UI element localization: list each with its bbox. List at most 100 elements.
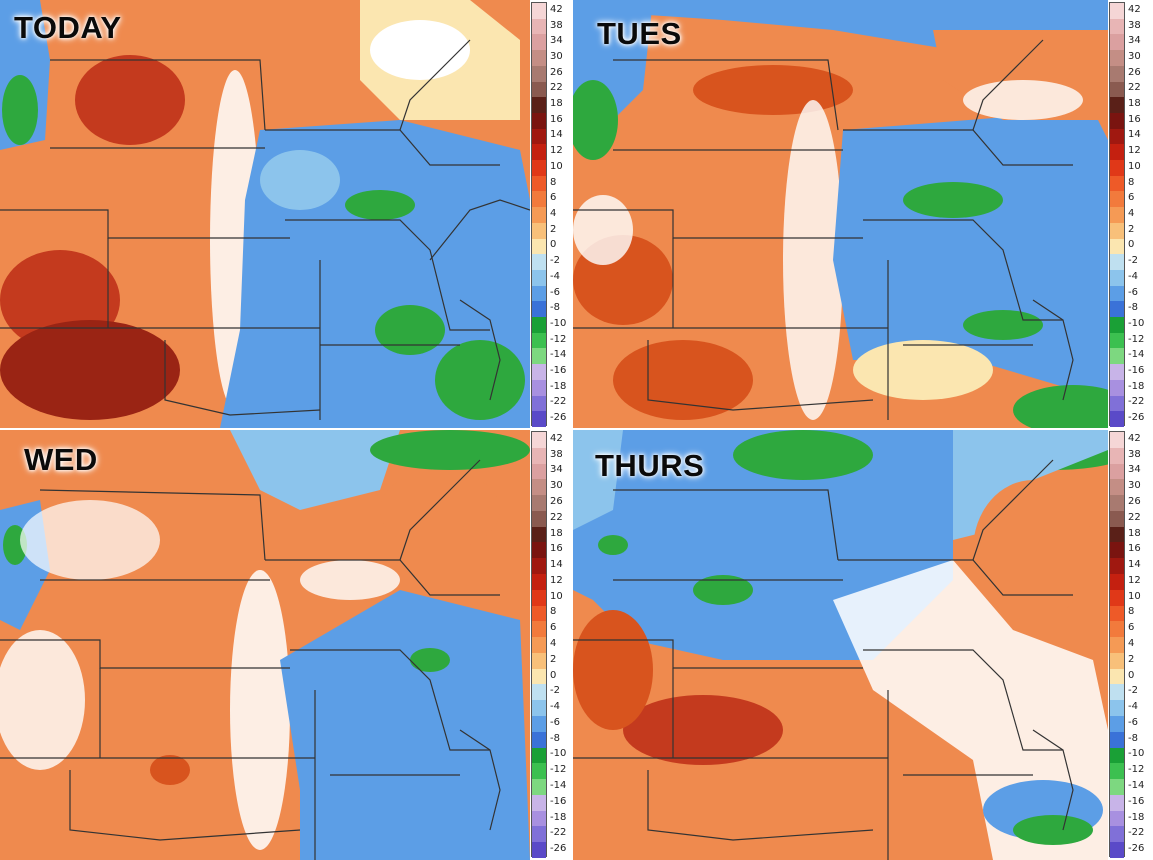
colorbar-tick-label: 12 bbox=[550, 145, 563, 157]
colorbar-segment bbox=[1110, 526, 1124, 543]
colorbar-tick-label: 4 bbox=[1128, 208, 1135, 219]
colorbar-tick-label: -16 bbox=[550, 795, 567, 807]
panel-title-thurs: THURS bbox=[595, 448, 705, 483]
colorbar-segment bbox=[532, 175, 546, 192]
colorbar-tick-label: 16 bbox=[1128, 113, 1141, 125]
colorbar-tick-label: 10 bbox=[1128, 590, 1141, 602]
colorbar-tick-label: 2 bbox=[1128, 653, 1135, 665]
colorbar-tick-label: 2 bbox=[550, 653, 557, 665]
colorbar-tick-label: 30 bbox=[1128, 480, 1141, 492]
colorbar-bottom-left: 42 38 34 30 26 22 18 16 14 12 10 8 6 4 2 0 -2 -4 -6 -8 -10 -1… bbox=[531, 431, 566, 859]
panel-title-tues: TUES bbox=[597, 16, 682, 51]
colorbar-segment bbox=[532, 589, 546, 607]
colorbar-segment bbox=[532, 794, 546, 812]
colorbar-segment bbox=[1110, 605, 1124, 622]
colorbar-segment bbox=[532, 684, 546, 701]
colorbar-segment bbox=[532, 332, 546, 349]
colorbar-tick-label: -14 bbox=[550, 349, 567, 361]
colorbar-segment bbox=[532, 432, 546, 449]
colorbar-tick-label: 22 bbox=[550, 511, 563, 523]
colorbar-segment bbox=[1110, 81, 1124, 98]
colorbar-segment bbox=[1110, 637, 1124, 654]
colorbar-segment bbox=[532, 479, 546, 496]
colorbar-tick-label: -26 bbox=[550, 843, 567, 855]
colorbar-tick-label: 14 bbox=[550, 129, 563, 141]
colorbar-tick-label: -4 bbox=[1128, 701, 1138, 713]
colorbar-tick-label: 26 bbox=[1128, 496, 1141, 507]
colorbar-segment bbox=[1110, 65, 1124, 83]
colorbar-tick-label: -12 bbox=[550, 333, 567, 345]
colorbar-segment bbox=[1110, 621, 1124, 638]
map-today bbox=[0, 0, 530, 428]
colorbar-tick-label: -16 bbox=[550, 365, 567, 377]
colorbar-tick-label: -26 bbox=[1128, 412, 1145, 424]
colorbar-segment bbox=[1110, 3, 1124, 20]
map-panel-thurs: THURS bbox=[573, 430, 1108, 860]
colorbar-segment bbox=[532, 637, 546, 654]
colorbar-segment bbox=[1110, 810, 1124, 827]
colorbar-segment bbox=[1110, 842, 1124, 859]
colorbar-segment bbox=[1110, 285, 1124, 302]
colorbar-tick-label: -4 bbox=[550, 270, 560, 282]
panel-title-today: TODAY bbox=[14, 10, 122, 45]
colorbar-tick-label: 6 bbox=[1128, 192, 1135, 204]
colorbar-scale bbox=[531, 2, 547, 428]
colorbar-tick-label: -4 bbox=[1128, 270, 1138, 282]
colorbar-tick-label: 34 bbox=[1128, 35, 1141, 47]
colorbar-tick-label: 26 bbox=[1128, 66, 1141, 78]
colorbar-tick-label: 4 bbox=[1128, 638, 1135, 649]
colorbar-segment bbox=[1110, 826, 1124, 843]
colorbar-tick-label: -2 bbox=[1128, 255, 1138, 267]
colorbar-segment bbox=[532, 317, 546, 334]
colorbar-tick-label: -6 bbox=[550, 286, 560, 298]
colorbar-tick-label: 4 bbox=[550, 638, 557, 649]
colorbar-tick-label: -22 bbox=[1128, 827, 1145, 839]
colorbar-segment bbox=[1110, 684, 1124, 701]
colorbar-segment bbox=[1110, 191, 1124, 208]
colorbar-scale bbox=[1109, 431, 1125, 859]
colorbar-segment bbox=[1110, 794, 1124, 812]
colorbar-segment bbox=[532, 191, 546, 208]
colorbar-tick-label: 42 bbox=[1128, 3, 1141, 15]
colorbar-tick-label: 14 bbox=[1128, 129, 1141, 141]
colorbar-tick-label: -10 bbox=[550, 748, 567, 760]
colorbar-tick-label: 8 bbox=[1128, 176, 1135, 188]
colorbar-segment bbox=[1110, 160, 1124, 177]
divider-horizontal bbox=[0, 428, 1153, 430]
colorbar-tick-label: -12 bbox=[1128, 333, 1145, 345]
colorbar-segment bbox=[532, 222, 546, 240]
colorbar-segment bbox=[1110, 652, 1124, 670]
colorbar-segment bbox=[532, 144, 546, 161]
colorbar-tick-label: 0 bbox=[1128, 239, 1135, 251]
colorbar-segment bbox=[1110, 589, 1124, 607]
colorbar-scale bbox=[531, 431, 547, 859]
colorbar-segment bbox=[1110, 254, 1124, 271]
colorbar-tick-label: -6 bbox=[1128, 286, 1138, 298]
colorbar-segment bbox=[532, 447, 546, 465]
colorbar-tick-label: -26 bbox=[550, 412, 567, 424]
colorbar-segment bbox=[1110, 379, 1124, 397]
colorbar-tick-label: -10 bbox=[1128, 317, 1145, 329]
colorbar-segment bbox=[532, 574, 546, 591]
colorbar-tick-label: 2 bbox=[550, 223, 557, 235]
colorbar-tick-label: 42 bbox=[1128, 432, 1141, 444]
colorbar-segment bbox=[532, 526, 546, 543]
colorbar-segment bbox=[532, 826, 546, 843]
colorbar-segment bbox=[532, 621, 546, 638]
colorbar-segment bbox=[1110, 558, 1124, 575]
colorbar-tick-label: 18 bbox=[1128, 527, 1141, 539]
colorbar-segment bbox=[532, 731, 546, 749]
colorbar-tick-label: 0 bbox=[550, 669, 557, 681]
colorbar-segment bbox=[532, 463, 546, 480]
colorbar-tick-label: -22 bbox=[550, 396, 567, 408]
colorbar-segment bbox=[532, 763, 546, 780]
colorbar-tick-label: 12 bbox=[1128, 574, 1141, 586]
colorbar-segment bbox=[1110, 207, 1124, 224]
colorbar-segment bbox=[1110, 50, 1124, 67]
colorbar-tick-label: -12 bbox=[550, 764, 567, 776]
colorbar-segment bbox=[1110, 747, 1124, 764]
colorbar-segment bbox=[532, 700, 546, 717]
colorbar-tick-label: -26 bbox=[1128, 843, 1145, 855]
colorbar-tick-label: 0 bbox=[1128, 669, 1135, 681]
colorbar-tick-label: -6 bbox=[1128, 716, 1138, 728]
